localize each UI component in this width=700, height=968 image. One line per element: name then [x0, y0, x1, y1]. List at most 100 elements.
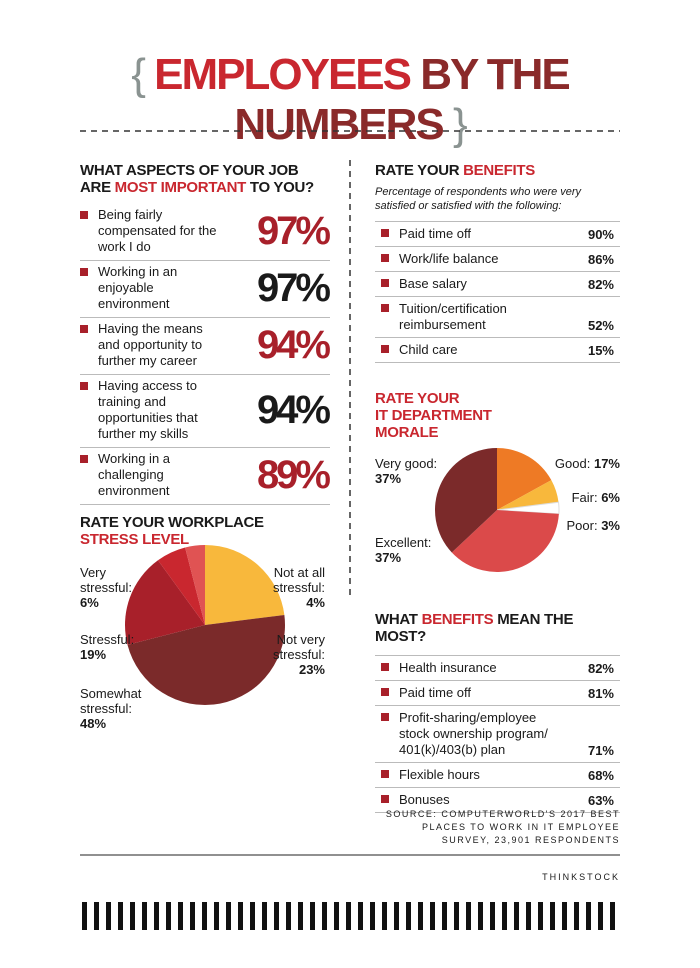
category: Stressful:	[80, 632, 135, 647]
row-label: Paid time off	[399, 226, 472, 241]
barcode-bar	[430, 902, 435, 930]
title: { EMPLOYEES BY THE NUMBERS }	[131, 50, 571, 149]
heading: MORALE	[375, 424, 439, 441]
barcode-bar	[130, 902, 135, 930]
barcode-bar	[214, 902, 219, 930]
row: Tuition/certification reimbursement 52%	[375, 297, 620, 338]
category: Good:	[554, 456, 591, 471]
barcode-bar	[478, 902, 483, 930]
barcode-bar	[526, 902, 531, 930]
barcode-bar	[94, 902, 99, 930]
row-value: 52%	[587, 318, 614, 333]
value-label: 37%	[375, 471, 402, 486]
stress-heading: RATE YOUR WORKPLACE STRESS LEVEL	[80, 514, 300, 548]
heading: WHAT	[375, 611, 418, 628]
heading: MEAN THE MOST?	[375, 611, 574, 645]
row-value: 71%	[587, 743, 614, 758]
heading: RATE YOUR	[375, 162, 460, 179]
category: Very good:	[375, 456, 438, 471]
bullet	[80, 455, 88, 463]
barcode-bar	[226, 902, 231, 930]
bullet	[381, 229, 389, 237]
barcode-bar	[202, 902, 207, 930]
bullet	[80, 382, 88, 390]
bullet	[381, 345, 389, 353]
source: SOURCE: COMPUTERWORLD'S 2017 BEST PLACES…	[385, 809, 620, 845]
credit: THINKSTOCK	[542, 872, 620, 882]
row-value: 82%	[587, 277, 614, 292]
row: Bonuses 63%	[375, 788, 620, 813]
barcode-bar	[538, 902, 543, 930]
category: Fair:	[571, 490, 598, 505]
barcode-bar	[142, 902, 147, 930]
barcode-bar	[298, 902, 303, 930]
benefits-section: RATE YOUR BENEFITS Percentage of respond…	[375, 162, 620, 363]
barcode-bar	[406, 902, 411, 930]
row: Profit-sharing/employee stock ownership …	[375, 706, 620, 763]
row: Being fairly compensated for the work I …	[80, 204, 331, 261]
bullet	[80, 268, 88, 276]
pie-slice	[124, 560, 205, 645]
barcode-bar	[178, 902, 183, 930]
list: Being fairly compensated for the work I …	[80, 204, 331, 505]
row-label: Child care	[399, 342, 458, 357]
value-label: 17%	[593, 456, 620, 471]
row-label: Work/life balance	[399, 251, 499, 266]
row-value: 68%	[587, 768, 614, 783]
heading: MOST IMPORTANT	[114, 179, 247, 196]
row-value: 90%	[587, 227, 614, 242]
barcode-bar	[118, 902, 123, 930]
category: Very stressful:	[80, 565, 133, 595]
important-section: WHAT ASPECTS OF YOUR JOB ARE MOST IMPORT…	[80, 162, 331, 505]
barcode-bar	[334, 902, 339, 930]
bullet	[381, 663, 389, 671]
heading: STRESS LEVEL	[80, 531, 189, 548]
barcode-bar	[358, 902, 363, 930]
pie-slice	[451, 510, 559, 572]
row: Work/life balance 86%	[375, 247, 620, 272]
row-label: Bonuses	[399, 792, 450, 807]
row-label: Base salary	[399, 276, 467, 291]
heading: RATE YOUR WORKPLACE	[80, 514, 264, 531]
barcode-bar	[514, 902, 519, 930]
pie-slice	[497, 480, 559, 510]
row-value: 81%	[587, 686, 614, 701]
row-label: Paid time off	[399, 685, 472, 700]
barcode-bar	[154, 902, 159, 930]
row-value: 94%	[256, 387, 331, 432]
row-label: Having the means and opportunity to furt…	[98, 321, 203, 368]
value-label: 3%	[601, 518, 620, 533]
value-label: 37%	[375, 550, 402, 565]
row: Child care 15%	[375, 338, 620, 363]
bullet	[381, 770, 389, 778]
category: Somewhat stressful:	[80, 686, 142, 716]
value-label: 23%	[298, 662, 325, 677]
bullet	[381, 795, 389, 803]
row: Having access to training and opportunit…	[80, 375, 331, 448]
heading: WHAT ASPECTS OF YOUR JOB ARE	[80, 162, 299, 196]
barcode-bar	[82, 902, 87, 930]
bullet	[80, 325, 88, 333]
title-part: EMPLOYEES	[154, 50, 412, 99]
barcode-bar	[454, 902, 459, 930]
heading: TO YOU?	[249, 179, 314, 196]
row-value: 94%	[256, 322, 331, 367]
barcode-bar	[346, 902, 351, 930]
bullet	[381, 304, 389, 312]
row-value: 89%	[256, 452, 331, 497]
barcode-bar	[250, 902, 255, 930]
category: Not very stressful:	[272, 632, 325, 662]
value-label: 4%	[306, 595, 325, 610]
pie-label: Not at all stressful: 4%	[250, 565, 325, 610]
row: Having the means and opportunity to furt…	[80, 318, 331, 375]
value-label: 48%	[80, 716, 107, 731]
barcode-bar	[394, 902, 399, 930]
pie-label: Stressful: 19%	[80, 632, 160, 662]
pie-slice	[205, 545, 285, 625]
barcode-bar	[550, 902, 555, 930]
barcode-bar	[586, 902, 591, 930]
barcode-bar	[238, 902, 243, 930]
table: Paid time off 90% Work/life balance 86% Base…	[375, 221, 620, 363]
